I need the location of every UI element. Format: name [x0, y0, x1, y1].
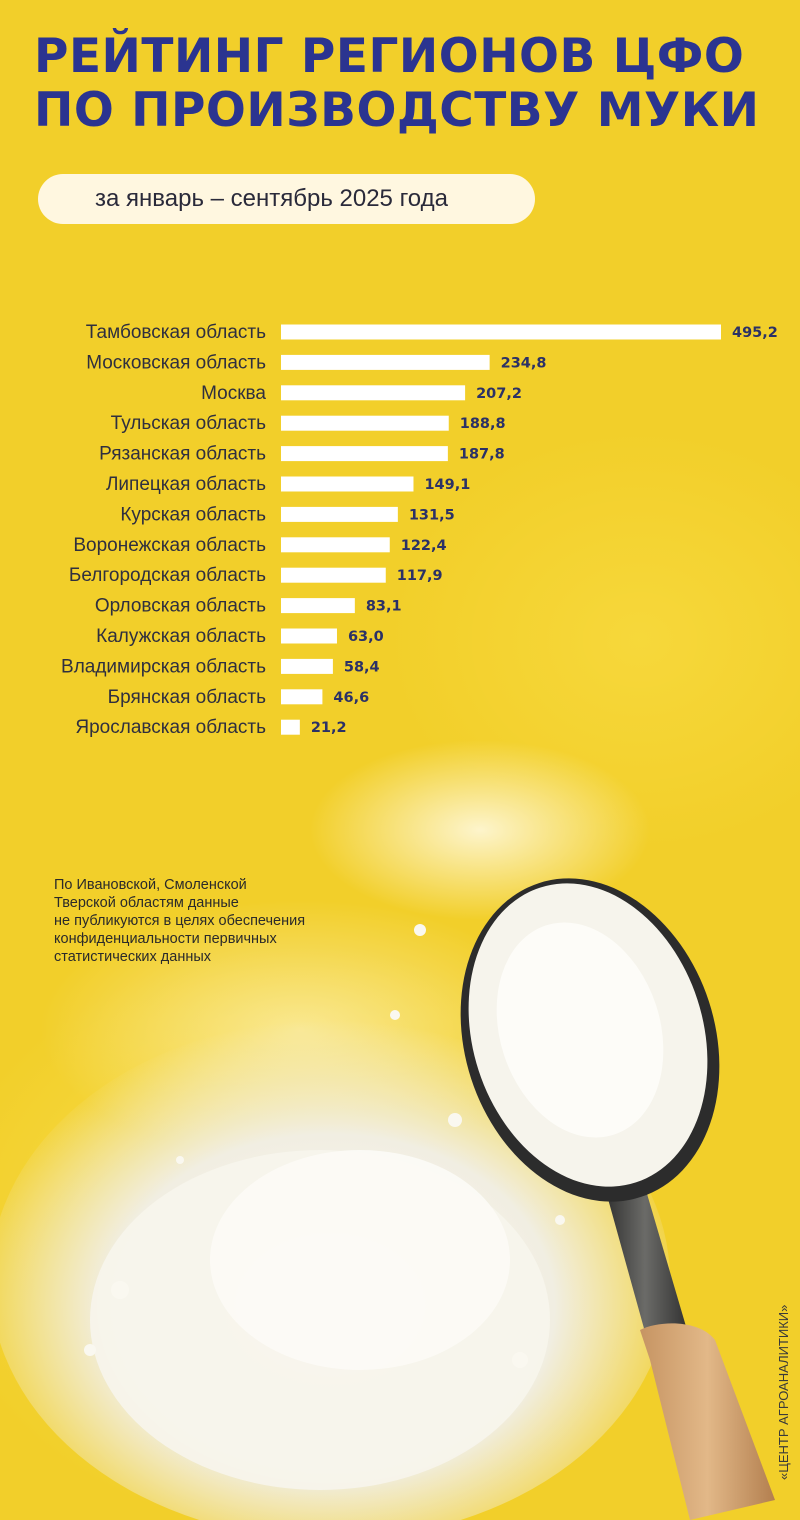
- category-label: Липецкая область: [106, 474, 266, 495]
- category-label: Москва: [201, 383, 266, 404]
- footnote-line: По Ивановской, Смоленской: [54, 877, 247, 893]
- period-label: за январь – сентябрь 2025 года: [95, 185, 448, 212]
- value-label: 234,8: [501, 355, 547, 371]
- bar: [281, 354, 490, 370]
- value-label: 188,8: [460, 416, 506, 432]
- category-label: Орловская область: [95, 596, 266, 617]
- bar: [281, 598, 355, 614]
- value-label: 58,4: [344, 659, 380, 675]
- value-label: 46,6: [333, 690, 369, 706]
- category-label: Ярославская область: [75, 717, 266, 738]
- value-label: 495,2: [732, 325, 778, 341]
- bar: [281, 385, 466, 401]
- value-label: 117,9: [397, 568, 443, 584]
- flour-scoop-illustration: [0, 740, 775, 1520]
- bar-chart: Тамбовская область 495,2 Московская област…: [61, 322, 778, 738]
- value-label: 131,5: [409, 507, 455, 523]
- category-label: Калужская область: [96, 626, 266, 647]
- bar: [281, 476, 414, 492]
- bar: [281, 658, 333, 674]
- title-line-2: ПО ПРОИЗВОДСТВУ МУКИ: [34, 83, 760, 138]
- bar: [281, 689, 323, 705]
- category-label: Брянская область: [108, 687, 266, 708]
- value-label: 21,2: [311, 720, 347, 736]
- bar: [281, 537, 390, 553]
- value-label: 207,2: [476, 386, 522, 402]
- footnote-line: не публикуются в целях обеспечения: [54, 913, 306, 929]
- source-credit: «ЦЕНТР АГРОАНАЛИТИКИ»: [776, 1304, 791, 1480]
- bar: [281, 567, 386, 583]
- footnote-line: статистических данных: [54, 949, 212, 965]
- footnote-line: Тверской областям данные: [54, 895, 239, 911]
- value-label: 149,1: [424, 477, 470, 493]
- bar: [281, 324, 721, 340]
- category-label: Рязанская область: [99, 444, 266, 465]
- title-line-1: РЕЙТИНГ РЕГИОНОВ ЦФО: [34, 29, 745, 84]
- value-label: 122,4: [401, 538, 447, 554]
- footnote-line: конфиденциальности первичных: [54, 931, 277, 947]
- category-label: Тульская область: [111, 413, 266, 434]
- value-label: 187,8: [459, 447, 505, 463]
- bar: [281, 446, 448, 462]
- value-label: 83,1: [366, 599, 402, 615]
- category-label: Владимирская область: [61, 656, 266, 677]
- bar: [281, 506, 398, 522]
- category-label: Московская область: [86, 352, 266, 373]
- bar: [281, 415, 449, 431]
- footnote: По Ивановской, Смоленской Тверской облас…: [54, 876, 384, 966]
- category-label: Тамбовская область: [86, 322, 266, 343]
- value-label: 63,0: [348, 629, 384, 645]
- period-badge: за январь – сентябрь 2025 года: [38, 174, 535, 224]
- bar: [281, 628, 337, 644]
- page-title: РЕЙТИНГ РЕГИОНОВ ЦФО ПО ПРОИЗВОДСТВУ МУК…: [34, 30, 760, 138]
- category-label: Белгородская область: [69, 565, 266, 586]
- bar: [281, 719, 300, 735]
- category-label: Воронежская область: [73, 535, 266, 556]
- category-label: Курская область: [120, 504, 266, 525]
